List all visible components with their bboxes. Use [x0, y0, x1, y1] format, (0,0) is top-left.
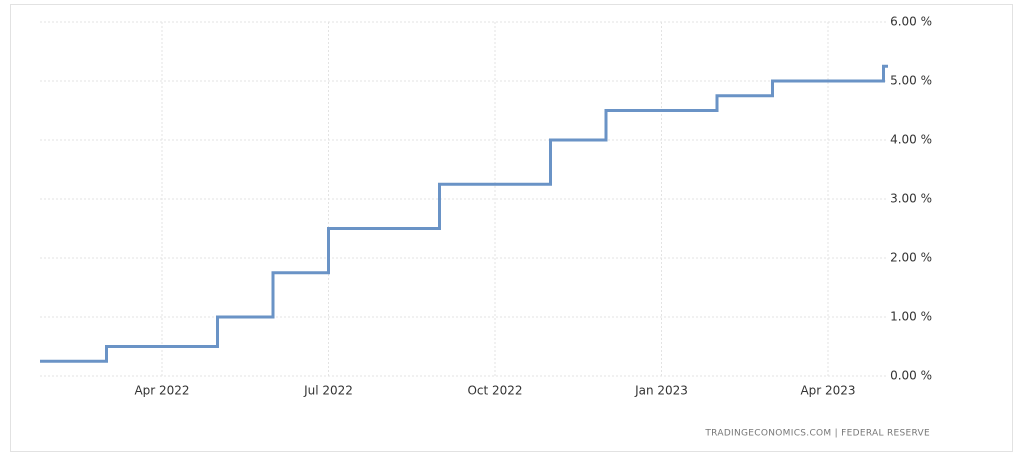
data-line	[40, 64, 888, 363]
y-tick-label: 6.00 %	[890, 15, 932, 29]
source: TRADINGECONOMICS.COM | FEDERAL RESERVE	[704, 429, 930, 439]
x-tick-label: Jul 2022	[303, 384, 353, 398]
y-tick-label: 1.00 %	[890, 310, 932, 324]
x-tick-label: Jan 2023	[634, 384, 688, 398]
chart-frame	[10, 4, 1013, 452]
y-tick-label: 5.00 %	[890, 74, 932, 88]
y-tick-label: 3.00 %	[890, 192, 932, 206]
y-tick-label: 4.00 %	[890, 133, 932, 147]
y-tick-label: 2.00 %	[890, 251, 932, 265]
x-tick-label: Apr 2023	[800, 384, 855, 398]
x-tick-label: Apr 2022	[134, 384, 189, 398]
y-tick-label: 0.00 %	[890, 369, 932, 383]
x-tick-label: Oct 2022	[467, 384, 522, 398]
